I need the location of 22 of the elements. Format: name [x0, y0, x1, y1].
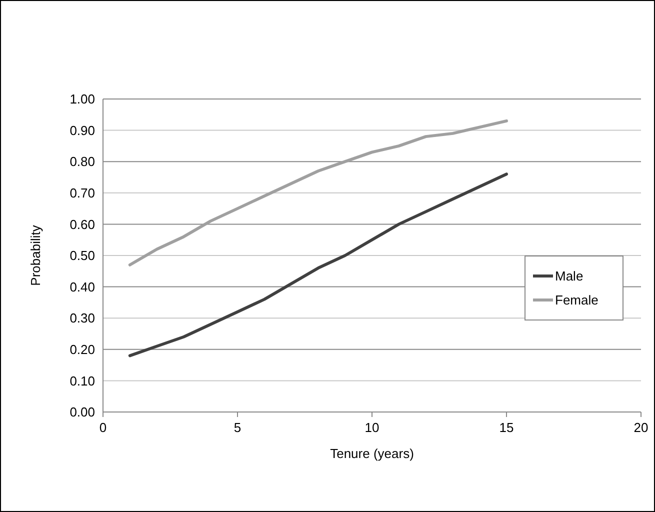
y-tick-label: 0.30 — [70, 310, 95, 326]
x-tick-label: 20 — [634, 420, 648, 435]
legend-label: Male — [555, 268, 584, 284]
y-tick-label: 0.40 — [70, 279, 95, 294]
y-tick-label: 1.00 — [70, 92, 95, 107]
y-tick-label: 0.60 — [70, 216, 95, 232]
legend-label: Female — [555, 292, 598, 308]
y-tick-label: 0.20 — [70, 342, 95, 357]
y-tick-label: 0.00 — [70, 404, 95, 420]
x-tick-label: 15 — [499, 420, 514, 435]
y-tick-label: 0.90 — [70, 122, 95, 138]
line-series — [128, 172, 508, 358]
line-series — [128, 119, 508, 266]
x-tick-label: 5 — [234, 420, 242, 435]
x-tick-label: 10 — [364, 420, 380, 435]
y-tick-label: 0.80 — [70, 154, 95, 170]
y-tick-label: 0.70 — [70, 185, 95, 200]
x-tick-label: 0 — [99, 420, 107, 435]
y-tick-label: 0.50 — [70, 248, 95, 264]
y-axis-title: Probability — [28, 224, 43, 286]
y-tick-label: 0.10 — [70, 373, 95, 388]
x-axis-title: Tenure (years) — [330, 446, 414, 461]
